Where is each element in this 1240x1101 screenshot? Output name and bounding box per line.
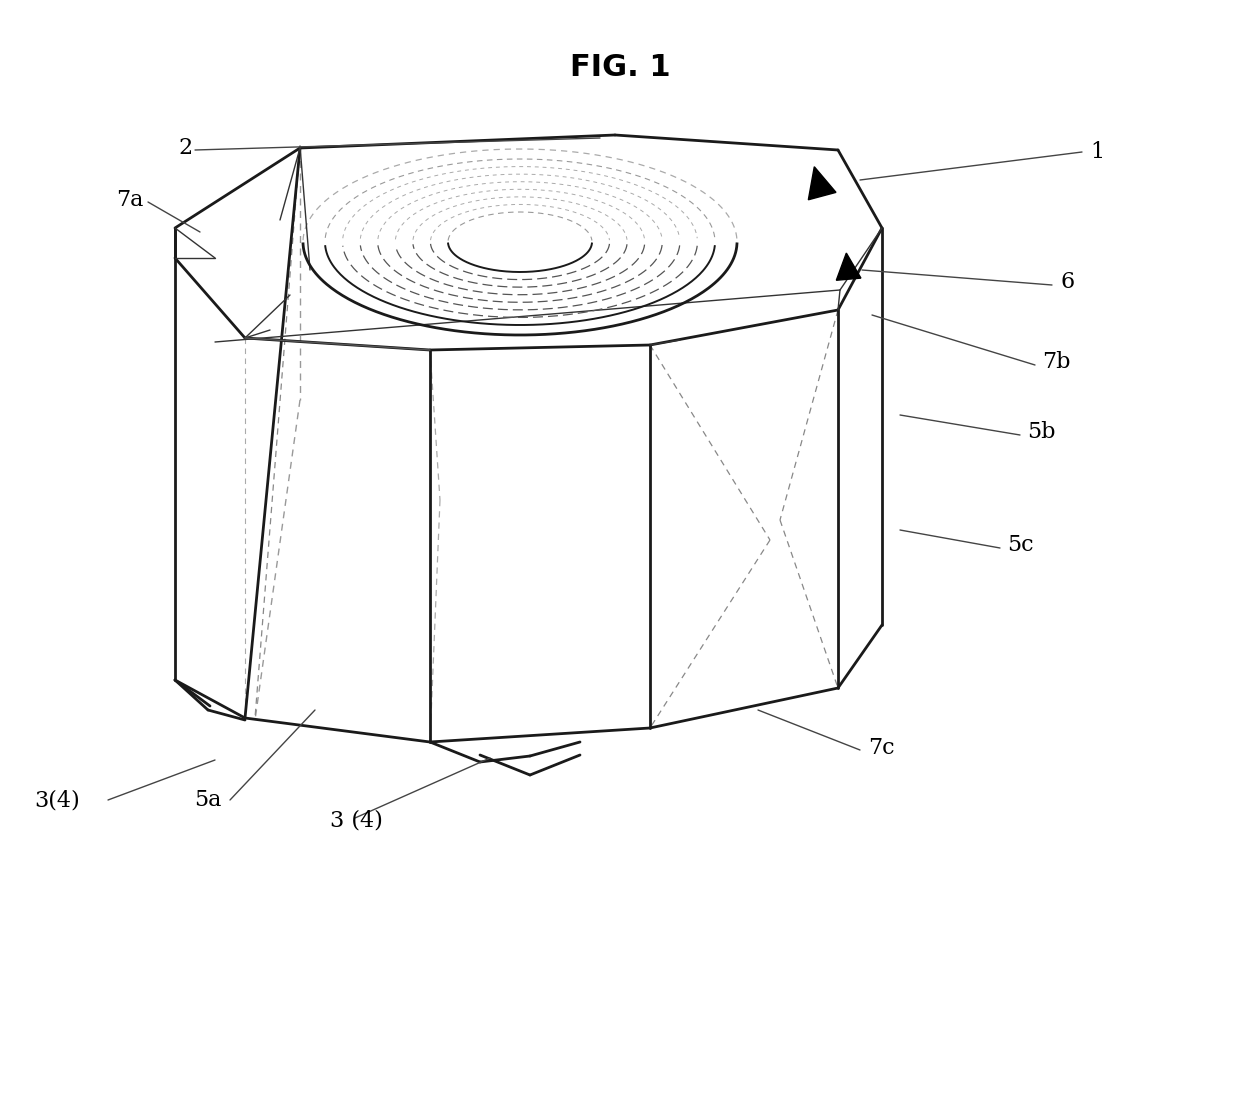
Text: 3 (4): 3 (4) — [330, 809, 383, 831]
Text: 5b: 5b — [1027, 421, 1055, 443]
Text: 3(4): 3(4) — [35, 789, 81, 811]
Text: 7b: 7b — [1042, 351, 1070, 373]
Text: 5c: 5c — [1007, 534, 1034, 556]
Text: 6: 6 — [1060, 271, 1074, 293]
Text: 1: 1 — [1090, 141, 1104, 163]
Polygon shape — [836, 253, 861, 281]
Text: 7a: 7a — [115, 189, 143, 211]
Text: FIG. 1: FIG. 1 — [569, 54, 671, 83]
Text: 5a: 5a — [195, 789, 222, 811]
Text: 7c: 7c — [868, 737, 894, 759]
Text: 2: 2 — [179, 137, 193, 159]
Polygon shape — [808, 166, 836, 199]
